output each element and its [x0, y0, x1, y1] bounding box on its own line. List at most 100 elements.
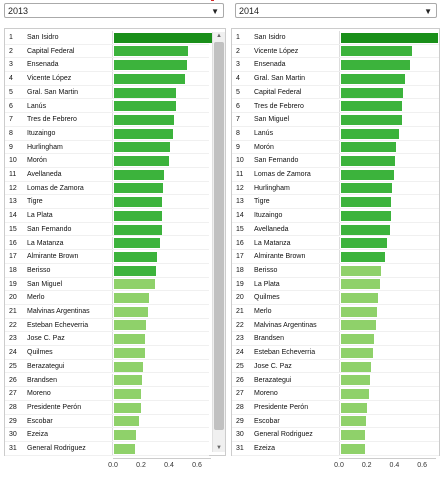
- bar-cell: [112, 414, 213, 428]
- table-row: 20 Merlo: [5, 291, 209, 305]
- row-name: Lanús: [254, 129, 274, 137]
- row-rank: 14: [9, 212, 17, 220]
- bar-cell: [112, 318, 213, 332]
- row-name: Brandsen: [27, 376, 57, 384]
- row-rank: 10: [9, 157, 17, 165]
- scroll-down-icon[interactable]: ▼: [216, 445, 222, 451]
- table-row: 13 Tigre: [232, 195, 439, 210]
- bar-cell: [339, 277, 439, 291]
- year-select-left[interactable]: 2013 ▼: [4, 3, 224, 18]
- row-name: General Rodriguez: [254, 431, 313, 439]
- tick-label: 0.4: [164, 462, 174, 469]
- bar: [341, 156, 396, 167]
- row-rank: 7: [236, 116, 240, 124]
- bar-cell: [339, 332, 439, 346]
- row-name: San Fernando: [27, 225, 72, 233]
- row-name: Escobar: [254, 417, 280, 425]
- bar: [114, 388, 141, 399]
- table-row: 4 Gral. San Martin: [232, 72, 439, 86]
- scrollbar-left[interactable]: ▲ ▼: [212, 32, 225, 452]
- row-name: La Plata: [254, 280, 280, 288]
- bar: [114, 169, 165, 180]
- row-name: Ituzaingo: [27, 129, 56, 137]
- table-row: 25 Jose C. Paz: [232, 359, 439, 374]
- row-rank: 30: [9, 431, 17, 439]
- row-name: Esteban Echeverria: [27, 321, 89, 329]
- bar: [341, 279, 380, 290]
- bar-cell: [112, 373, 213, 387]
- bar-cell: [339, 209, 439, 222]
- bar: [341, 101, 402, 112]
- bar: [114, 375, 142, 386]
- bar-cell: [112, 291, 213, 304]
- x-axis-right: 0.0 0.2 0.4 0.6: [334, 458, 440, 478]
- row-rank: 10: [236, 157, 244, 165]
- bar: [114, 60, 187, 71]
- bar: [341, 87, 404, 98]
- table-row: 14 La Plata: [5, 209, 209, 223]
- bar-cell: [339, 442, 439, 455]
- bar-cell: [339, 44, 439, 58]
- row-rank: 9: [9, 143, 13, 151]
- table-row: 20 Quilmes: [232, 291, 439, 305]
- row-name: Ensenada: [254, 61, 286, 69]
- chevron-down-icon: ▼: [424, 7, 432, 16]
- bar: [341, 169, 394, 180]
- bar: [341, 114, 402, 125]
- scroll-up-icon[interactable]: ▲: [216, 33, 222, 39]
- row-name: Merlo: [27, 294, 45, 302]
- row-name: La Plata: [27, 212, 53, 220]
- bar-cell: [339, 113, 439, 126]
- bar-cell: [112, 346, 213, 359]
- year-select-right[interactable]: 2014 ▼: [235, 3, 437, 18]
- table-row: 31 General Rodriguez: [5, 442, 209, 456]
- bar-cell: [339, 154, 439, 167]
- bar: [114, 265, 156, 276]
- row-name: San Isidro: [27, 34, 59, 41]
- table-row: 10 San Fernando: [232, 154, 439, 168]
- row-name: Gral. San Martin: [254, 75, 305, 83]
- row-rank: 28: [236, 403, 244, 411]
- scroll-thumb-left[interactable]: [214, 42, 224, 430]
- bar-cell: [112, 126, 213, 140]
- row-name: Capital Federal: [254, 88, 302, 96]
- row-name: Moreno: [254, 390, 278, 398]
- row-name: Jose C. Paz: [254, 362, 292, 370]
- row-rank: 16: [236, 239, 244, 247]
- bar: [341, 128, 400, 139]
- row-rank: 16: [9, 239, 17, 247]
- bar: [114, 320, 147, 331]
- table-row: 21 Merlo: [232, 305, 439, 319]
- bar-cell: [112, 181, 213, 195]
- row-name: Vicente López: [27, 75, 72, 83]
- panel-2014: 2014 ▼ 1 San Isidro 2 Vicente López 3 Ensenad…: [231, 0, 440, 480]
- bar: [114, 334, 145, 345]
- row-rank: 1: [236, 34, 240, 41]
- row-rank: 15: [9, 225, 17, 233]
- bar-cell: [112, 263, 213, 277]
- row-rank: 21: [236, 308, 244, 315]
- row-rank: 12: [236, 184, 244, 192]
- table-row: 16 La Matanza: [5, 236, 209, 251]
- red-marker: [211, 0, 214, 1]
- bar-cell: [112, 332, 213, 346]
- axis-line: [339, 458, 436, 459]
- row-name: Avellaneda: [254, 225, 289, 233]
- bar-cell: [339, 31, 439, 44]
- table-row: 15 Avellaneda: [232, 222, 439, 237]
- bar-cell: [339, 291, 439, 304]
- bar: [341, 32, 438, 43]
- table-row: 16 La Matanza: [232, 236, 439, 251]
- bar: [114, 46, 189, 57]
- row-rank: 13: [236, 198, 244, 206]
- bar-cell: [339, 346, 439, 359]
- row-name: San Isidro: [254, 34, 286, 41]
- row-name: Tres de Febrero: [27, 116, 77, 124]
- table-row: 22 Malvinas Argentinas: [232, 318, 439, 333]
- bar: [114, 293, 149, 304]
- table-row: 6 Lanús: [5, 99, 209, 114]
- tick-label: 0.6: [192, 462, 202, 469]
- bar-cell: [112, 428, 213, 441]
- bar: [114, 128, 173, 139]
- tick-label: 0.2: [136, 462, 146, 469]
